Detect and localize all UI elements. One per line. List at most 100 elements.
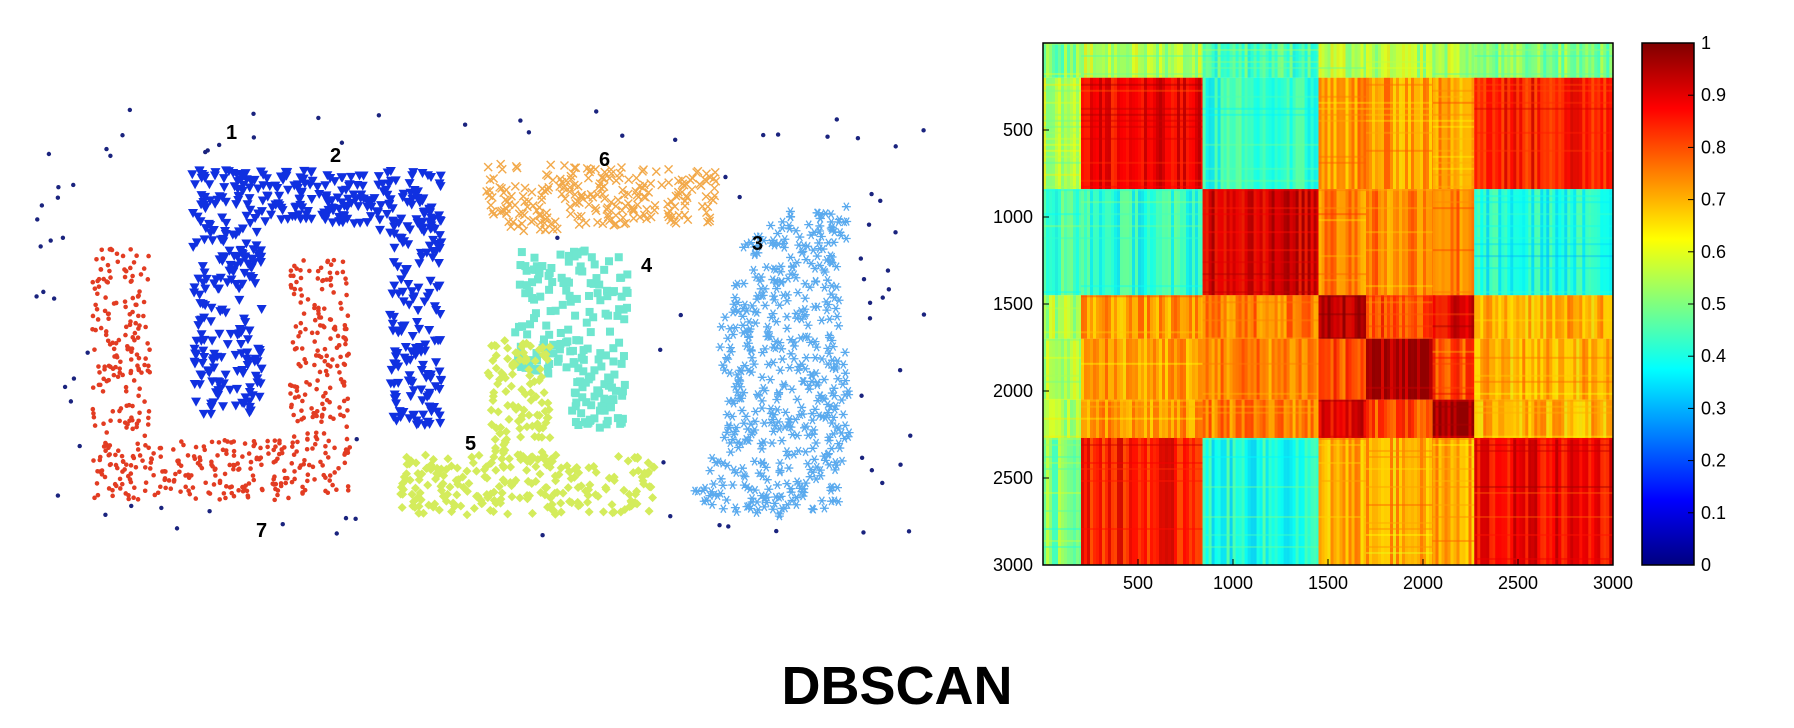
heatmap-streak bbox=[1333, 338, 1337, 400]
cluster-4-point bbox=[538, 262, 547, 271]
heatmap-streak bbox=[1609, 437, 1613, 565]
heatmap-streak bbox=[1220, 43, 1224, 78]
cluster-5-point bbox=[526, 395, 536, 405]
cluster-7-point bbox=[197, 463, 203, 468]
cluster-3-point bbox=[771, 492, 781, 502]
cluster-5-point bbox=[498, 475, 508, 485]
cluster-6-point bbox=[566, 209, 576, 219]
cluster-6-point bbox=[510, 200, 520, 210]
heatmap-streak bbox=[1462, 43, 1466, 78]
heatmap-streak bbox=[1241, 399, 1245, 438]
heatmap-streak bbox=[1144, 338, 1147, 400]
heatmap-streak bbox=[1117, 399, 1120, 438]
heatmap-band bbox=[1043, 509, 1081, 512]
cluster-6-point bbox=[565, 182, 575, 192]
cluster-4-point bbox=[617, 359, 626, 368]
heatmap-streak bbox=[1390, 399, 1393, 438]
heatmap-streak bbox=[1123, 437, 1126, 565]
cluster-2-point bbox=[412, 318, 423, 328]
cluster-3-point bbox=[827, 336, 837, 345]
cluster-7-point bbox=[152, 492, 158, 498]
heatmap-streak bbox=[1208, 399, 1212, 438]
heatmap-band bbox=[1432, 89, 1475, 92]
heatmap-streak bbox=[1135, 295, 1138, 339]
heatmap-streak bbox=[1186, 437, 1189, 565]
cluster-7-point bbox=[134, 352, 140, 357]
heatmap-streak bbox=[1208, 77, 1212, 190]
cluster-4-point bbox=[530, 314, 539, 323]
heatmap-streak bbox=[1342, 437, 1346, 565]
heatmap-streak bbox=[1432, 437, 1436, 565]
heatmap-band bbox=[1081, 417, 1203, 420]
cluster-1-point bbox=[244, 194, 255, 204]
heatmap-streak bbox=[1058, 43, 1061, 78]
cluster-7-point bbox=[336, 343, 342, 348]
cluster-7-point bbox=[91, 411, 96, 416]
cluster-7-point bbox=[105, 338, 111, 344]
noise-point bbox=[880, 480, 885, 486]
heatmap-streak bbox=[1180, 43, 1183, 78]
heatmap-streak bbox=[1244, 189, 1248, 296]
cluster-6-point bbox=[591, 206, 601, 216]
cluster-7-point bbox=[343, 341, 348, 347]
heatmap-streak bbox=[1090, 295, 1093, 339]
noise-point bbox=[39, 203, 45, 208]
cluster-5-point bbox=[648, 493, 658, 503]
cluster-1-point bbox=[290, 203, 301, 213]
cluster-5-point bbox=[640, 468, 650, 478]
heatmap-streak bbox=[1459, 295, 1463, 339]
cluster-3-point bbox=[750, 307, 760, 316]
heatmap-streak bbox=[1229, 338, 1233, 400]
heatmap-band bbox=[1366, 325, 1433, 328]
heatmap-streak bbox=[1420, 338, 1423, 400]
heatmap-band bbox=[1081, 83, 1203, 86]
heatmap-streak bbox=[1111, 189, 1114, 296]
heatmap-streak bbox=[1405, 77, 1408, 190]
heatmap-streak bbox=[1313, 189, 1317, 296]
heatmap-streak bbox=[1253, 295, 1257, 339]
cluster-1-point bbox=[295, 214, 306, 224]
cluster-3-point bbox=[726, 447, 736, 457]
heatmap-streak bbox=[1576, 399, 1580, 438]
cluster-6-point bbox=[624, 175, 634, 185]
heatmap-streak bbox=[1301, 43, 1305, 78]
cluster-3-point bbox=[775, 458, 785, 468]
cluster-3-point bbox=[728, 307, 738, 317]
cluster-7-point bbox=[332, 445, 337, 451]
heatmap-streak bbox=[1498, 43, 1502, 78]
heatmap-streak bbox=[1495, 338, 1499, 400]
cluster-7-point bbox=[98, 325, 104, 331]
heatmap-streak bbox=[1079, 437, 1082, 565]
cluster-3-point bbox=[731, 423, 741, 432]
cluster-3-point bbox=[730, 503, 740, 512]
cluster-3-point bbox=[823, 238, 833, 248]
cluster-3-point bbox=[753, 505, 763, 515]
cluster-2-point bbox=[400, 265, 411, 275]
cluster-6-point bbox=[573, 212, 583, 222]
heatmap-streak bbox=[1058, 77, 1061, 190]
cluster-7-point bbox=[318, 315, 324, 320]
cluster-7-point bbox=[344, 424, 350, 430]
cluster-5-point bbox=[539, 350, 549, 360]
cluster-5-point bbox=[524, 365, 534, 375]
heatmap-streak bbox=[1286, 437, 1290, 565]
cluster-7-point bbox=[316, 311, 321, 317]
heatmap-streak bbox=[1333, 43, 1337, 78]
heatmap-streak bbox=[1366, 437, 1369, 565]
cluster-5-point bbox=[507, 492, 517, 502]
heatmap-streak bbox=[1453, 338, 1457, 400]
cluster-7-point bbox=[295, 418, 300, 424]
cluster-6-point bbox=[679, 180, 689, 190]
cluster-3-point bbox=[772, 395, 782, 404]
heatmap-streak bbox=[1298, 43, 1302, 78]
heatmap-streak bbox=[1313, 399, 1317, 438]
heatmap-band bbox=[1366, 503, 1433, 506]
heatmap-streak bbox=[1558, 295, 1562, 339]
heatmap-streak bbox=[1192, 338, 1195, 400]
heatmap-streak bbox=[1414, 338, 1417, 400]
heatmap-streak bbox=[1183, 189, 1186, 296]
heatmap-streak bbox=[1271, 295, 1275, 339]
heatmap-streak bbox=[1543, 437, 1547, 565]
cluster-3-point bbox=[800, 423, 810, 433]
cluster-7-point bbox=[272, 438, 278, 443]
